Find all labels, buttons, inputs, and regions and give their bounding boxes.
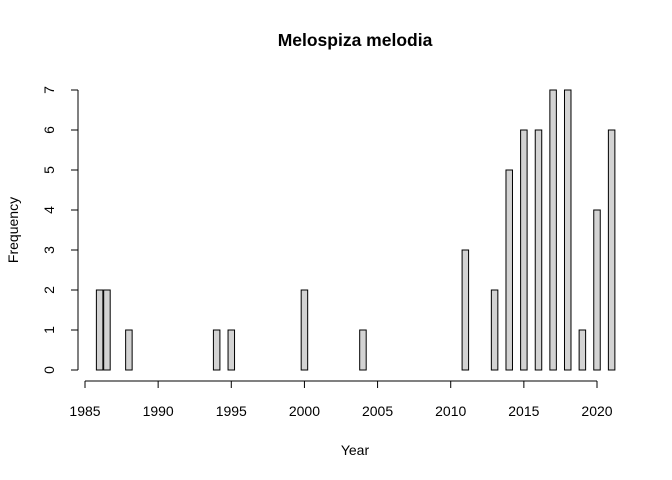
- bar-2020: [593, 209, 601, 371]
- y-tick-label-6: 6: [41, 126, 57, 134]
- bar-1986-5: [103, 289, 111, 371]
- y-tick-label-4: 4: [41, 206, 57, 214]
- chart-title: Melospiza melodia: [278, 30, 433, 50]
- bar-2000: [300, 289, 309, 371]
- bar-2021: [607, 129, 616, 371]
- x-tick-label-2020: 2020: [581, 403, 612, 419]
- y-tick-label-5: 5: [41, 166, 57, 174]
- bar-2014: [505, 169, 513, 371]
- x-tick-label-2005: 2005: [362, 403, 393, 419]
- bar-1995: [227, 329, 236, 371]
- x-tick-label-2015: 2015: [508, 403, 539, 419]
- bar-1994: [212, 329, 221, 371]
- y-tick-label-0: 0: [41, 366, 57, 374]
- x-tick-label-1990: 1990: [143, 403, 174, 419]
- bar-2011: [461, 249, 470, 371]
- y-axis-label: Frequency: [5, 197, 21, 263]
- bar-2013: [490, 289, 499, 371]
- y-tick-label-2: 2: [41, 286, 57, 294]
- x-tick-label-1995: 1995: [216, 403, 247, 419]
- x-tick-label-2010: 2010: [435, 403, 466, 419]
- x-tick-label-1985: 1985: [69, 403, 100, 419]
- x-tick-label-2000: 2000: [289, 403, 320, 419]
- bar-2004: [359, 329, 367, 371]
- bar-2018: [563, 89, 572, 371]
- y-axis: 0 1 2 3 4 5 6 7: [41, 86, 79, 374]
- y-tick-label-1: 1: [41, 326, 57, 334]
- bar-1986: [95, 289, 104, 371]
- bar-2019: [578, 329, 587, 371]
- bar-2017: [549, 89, 557, 371]
- x-axis: 1985 1990 1995 2000 2005 2010 2015 2020: [69, 380, 613, 419]
- x-axis-label: Year: [341, 442, 370, 458]
- y-tick-label-7: 7: [41, 86, 57, 94]
- bar-1988: [125, 329, 133, 371]
- bar-2016: [534, 129, 543, 371]
- y-tick-label-3: 3: [41, 246, 57, 254]
- bars-group: [95, 89, 616, 371]
- bar-2015: [520, 129, 528, 371]
